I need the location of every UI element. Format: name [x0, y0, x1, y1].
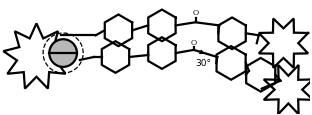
Polygon shape [3, 24, 70, 89]
Text: O: O [191, 39, 197, 47]
Text: 30°: 30° [196, 59, 212, 67]
Polygon shape [259, 19, 308, 68]
Polygon shape [264, 65, 312, 114]
Circle shape [49, 40, 77, 67]
Text: O: O [193, 9, 198, 17]
